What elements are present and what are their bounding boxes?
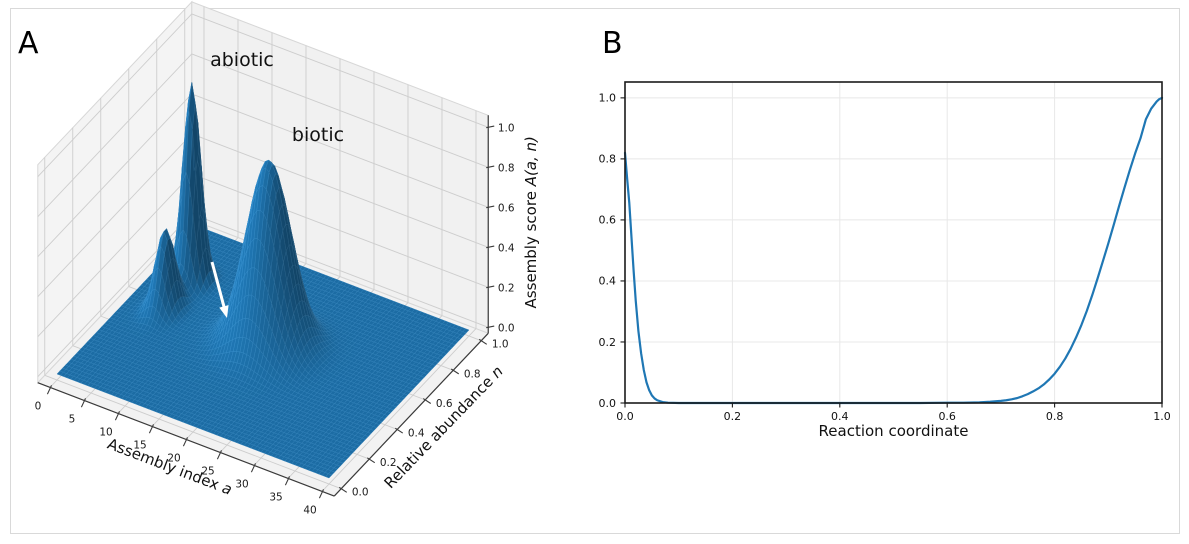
surface-facet [160,230,168,255]
y-axis-tick-label: 0.4 [599,275,617,288]
pane-grid-line [37,53,193,218]
y-axis-tick-label: 1.0 [599,92,617,105]
axes-spines [624,81,1163,404]
assembly-axis-tick [114,411,120,421]
panel-a-label: A [18,26,39,61]
x-axis-tick-label: 1.0 [1153,410,1171,423]
assembly-score-axis-title: Assembly score A(a, n) [522,136,540,308]
panel-b-line-plot: 0.0 0.2 0.4 0.6 0.8 1.0 0.0 0.2 0.4 0.6 0.8 1.0 B R… [599,26,1171,440]
score-axis-tick-label: 1.0 [498,122,515,134]
abundance-axis-tick [478,338,488,345]
assembly-axis-tick [216,450,222,460]
y-axis-tick-label: 0.8 [599,153,617,166]
assembly-axis-tick [318,489,324,499]
score-axis-tick [486,205,495,209]
panel-b-x-axis-title: Reaction coordinate [819,422,969,440]
score-axis-tick-label: 0.0 [498,322,515,334]
abundance-axis-tick [338,486,348,493]
transition-arrow-head [219,305,229,318]
y-axis-tick-label: 0.6 [599,214,617,227]
y-axis-tick-label: 0.2 [599,336,617,349]
assembly-score-axis-title-math: A(a, n) [522,136,540,187]
x-axis-tick-label: 0.8 [1046,410,1064,423]
biotic-annotation: biotic [292,124,344,146]
pane-grid-line [37,13,193,178]
assembly-score-surface [56,82,470,479]
assembly-axis-tick-label: 35 [269,491,282,503]
x-axis-tick-label: 0.6 [938,410,956,423]
assembly-axis-tick-label: 15 [133,439,146,451]
pane-grid-line [37,133,193,298]
abundance-axis-tick-label: 0.0 [352,487,369,499]
assembly-axis-tick-label: 10 [99,426,112,438]
abiotic-annotation: abiotic [210,49,274,71]
score-axis-tick-label: 0.8 [498,162,515,174]
score-axis-tick [486,165,495,169]
score-axis-tick-label: 0.4 [498,242,515,254]
abundance-axis-tick-label: 0.4 [408,427,425,439]
score-axis-tick [486,285,495,289]
assembly-axis-tick [80,398,86,408]
abundance-axis-tick [394,427,404,434]
x-axis-tick-label: 0.4 [831,410,849,423]
pane-grid-line [37,173,193,338]
assembly-axis-tick-label: 0 [35,400,42,412]
score-axis-tick-label: 0.6 [498,202,515,214]
surface-facet [325,473,333,479]
x-axis-tick-label: 0.0 [616,410,634,423]
transition-arrow-shaft [210,261,227,310]
assembly-axis-tick [250,463,256,473]
assembly-axis-tick [284,476,290,486]
plot-background [625,82,1162,403]
surface-facet [265,159,273,173]
score-axis-tick-label: 0.2 [498,282,515,294]
assembly-score-axis-title-text: Assembly score [522,186,540,308]
x-axis-tick-label: 0.2 [724,410,742,423]
panel-b-label: B [602,26,623,61]
panel-a-3d-surface-plot: 0 5 10 15 20 25 30 35 40 0.0 0.2 0.4 0.6 0.8 1.0 0.0 0.2… [18,0,540,516]
abundance-axis-tick [366,457,376,464]
panel-a-render-group: 0 5 10 15 20 25 30 35 40 0.0 0.2 0.4 0.6 0.8 1.0 0.0 0.2… [35,0,540,516]
score-axis-tick [486,245,495,249]
assembly-axis-tick [182,437,188,447]
assembly-axis-tick-label: 25 [201,465,214,477]
y-axis-tick-label: 0.0 [599,397,617,410]
abundance-axis-tick [450,368,460,375]
panel-b-render-group: 0.0 0.2 0.4 0.6 0.8 1.0 0.0 0.2 0.4 0.6 0.8 1.0 [599,81,1171,423]
abundance-axis-tick [422,398,432,404]
pane-grid-line [321,328,477,492]
assembly-axis-tick-label: 5 [69,413,76,425]
abundance-axis-tick-label: 0.8 [464,368,481,380]
assembly-axis-tick-label: 40 [303,504,316,516]
surface-facet [188,82,196,130]
relative-abundance-axis-line [333,332,489,497]
assembly-axis-tick [46,385,52,395]
abundance-axis-tick-label: 0.2 [380,457,397,469]
score-axis-tick [486,125,495,129]
assembly-axis-tick-label: 30 [235,478,248,490]
assembly-axis-tick-label: 20 [167,452,180,464]
score-axis-tick [486,325,495,329]
assembly-axis-tick [148,424,154,434]
abundance-axis-tick-label: 0.6 [436,398,453,410]
assembly-score-along-reaction-path-curve [623,96,1164,405]
pane-grid-line [37,93,193,258]
abundance-axis-tick-label: 1.0 [492,339,509,351]
